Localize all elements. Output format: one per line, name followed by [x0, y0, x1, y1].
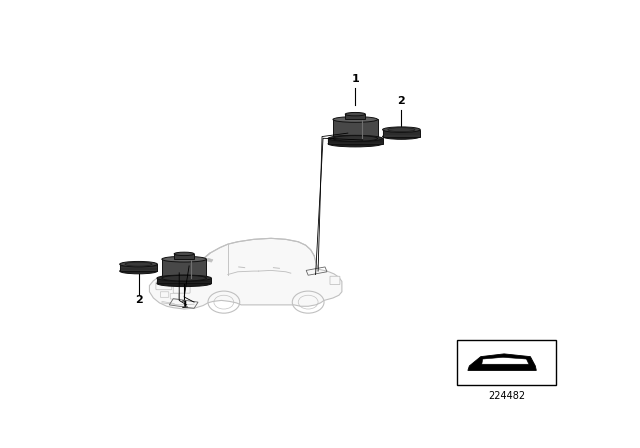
FancyBboxPatch shape: [161, 292, 169, 297]
Ellipse shape: [120, 262, 157, 267]
Bar: [457, 340, 556, 385]
Polygon shape: [468, 354, 536, 370]
FancyBboxPatch shape: [173, 285, 190, 293]
Polygon shape: [328, 138, 383, 144]
Ellipse shape: [174, 252, 194, 255]
Ellipse shape: [333, 136, 378, 141]
Polygon shape: [383, 129, 420, 137]
Ellipse shape: [383, 134, 420, 139]
Polygon shape: [482, 358, 529, 364]
Ellipse shape: [328, 141, 383, 147]
Polygon shape: [207, 258, 213, 262]
Text: 1: 1: [351, 74, 359, 85]
Text: 2: 2: [397, 96, 405, 106]
Ellipse shape: [333, 116, 378, 122]
Ellipse shape: [162, 256, 207, 262]
Ellipse shape: [157, 280, 211, 287]
Ellipse shape: [388, 128, 415, 132]
Text: 224482: 224482: [488, 391, 525, 401]
Polygon shape: [333, 120, 378, 138]
Ellipse shape: [125, 262, 152, 266]
Ellipse shape: [120, 268, 157, 274]
Ellipse shape: [328, 135, 383, 142]
Text: 2: 2: [134, 295, 143, 305]
FancyBboxPatch shape: [156, 282, 172, 290]
Polygon shape: [345, 114, 365, 120]
Polygon shape: [162, 259, 207, 278]
FancyBboxPatch shape: [170, 293, 179, 299]
Ellipse shape: [162, 276, 207, 281]
Ellipse shape: [345, 112, 365, 116]
Ellipse shape: [383, 127, 420, 133]
FancyBboxPatch shape: [330, 276, 340, 284]
Polygon shape: [120, 264, 157, 271]
Polygon shape: [157, 278, 211, 284]
Ellipse shape: [157, 275, 211, 281]
Text: 1: 1: [180, 301, 188, 310]
Polygon shape: [174, 254, 194, 259]
Polygon shape: [150, 238, 342, 309]
